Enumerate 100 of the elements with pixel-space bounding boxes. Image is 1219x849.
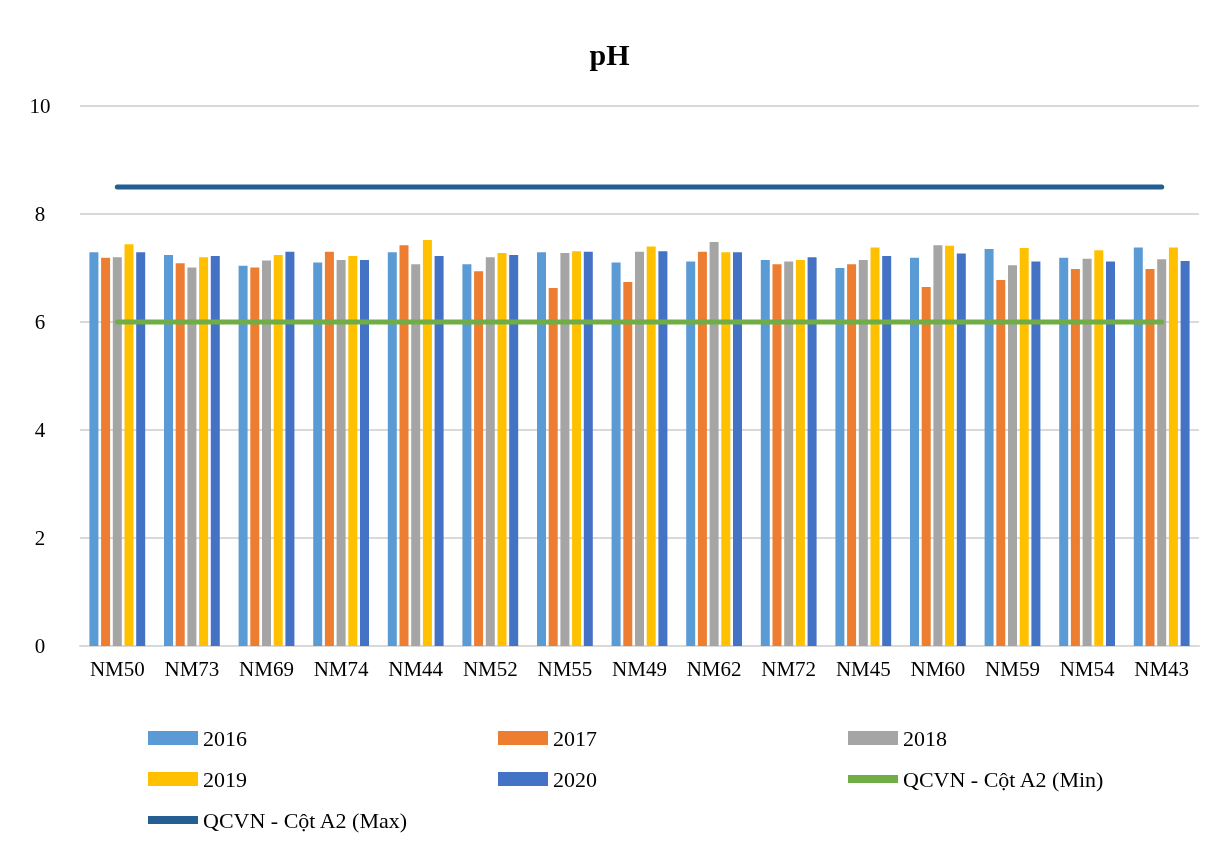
bar [548,287,558,646]
bar [623,282,633,646]
legend-label: QCVN - Cột A2 (Min) [903,766,1104,792]
bar [164,255,173,646]
bar [1059,257,1069,646]
bar [273,255,283,646]
bar [933,245,943,646]
bar [1106,261,1115,646]
y-tick-label: 6 [34,310,46,334]
bar [945,245,955,646]
legend-label: 2020 [553,766,597,792]
bar [611,262,621,646]
bar [1019,248,1029,646]
legend-label: 2017 [553,725,597,751]
bar [136,252,146,646]
bar [360,259,369,646]
bar [509,255,519,646]
bar [721,252,731,646]
x-tick-label: NM54 [1059,656,1116,681]
chart-title: pH [589,37,630,71]
bar [807,257,817,646]
bar [1031,261,1041,646]
bar [646,246,656,646]
bar [635,251,644,646]
bar [760,259,770,646]
bar [870,247,880,646]
bar [733,252,742,646]
bar [984,249,994,646]
legend-label: QCVN - Cột A2 (Max) [203,807,408,833]
bar [1133,247,1143,646]
bar [583,251,593,646]
bar [858,259,868,646]
x-tick-label: NM49 [612,656,667,681]
bar [313,262,323,646]
x-tick-label: NM60 [910,656,966,681]
x-tick-label: NM73 [164,656,220,681]
legend-label: 2018 [903,725,947,751]
x-tick-label: NM43 [1134,656,1190,681]
y-tick-label: 4 [34,418,46,442]
bar [474,271,484,646]
bar [784,261,794,646]
bar [537,252,546,646]
y-tick-label: 8 [34,202,46,226]
bar [1094,250,1104,646]
bar [658,251,668,646]
bar [956,253,966,646]
bar [199,257,209,646]
bar [422,239,432,646]
bar [1180,260,1190,646]
legend-label: 2019 [203,766,247,792]
x-tick-label: NM52 [462,656,518,681]
x-tick-label: NM50 [89,656,145,681]
x-tick-label: NM45 [835,656,891,681]
bar [572,251,582,646]
x-tick-label: NM55 [537,656,593,681]
bar [709,242,719,646]
bar [250,267,260,646]
x-tick-label: NM69 [239,656,294,681]
bar [1168,247,1178,646]
x-tick-label: NM72 [761,656,817,681]
bar [686,261,696,646]
bar [1070,269,1080,646]
bar [847,264,857,646]
bar [996,279,1006,646]
bar [1145,269,1155,646]
bar [795,259,805,646]
bar [697,251,707,646]
y-tick-label: 0 [34,634,46,658]
bar [772,264,782,646]
bar [101,257,111,646]
bar [560,252,570,646]
y-tick-label: 2 [34,526,46,550]
bar [89,252,99,646]
bar [485,257,495,646]
bar [112,257,122,646]
bar [462,264,472,646]
bar [882,256,892,646]
bar [262,260,271,646]
legend-label: 2016 [203,725,247,751]
x-tick-label: NM44 [388,656,444,681]
y-tick-label: 10 [29,94,51,118]
bar [399,245,409,646]
bar [187,267,197,646]
bar [411,264,421,646]
bar [336,259,346,646]
bar [285,251,295,646]
bar [1008,265,1017,646]
bar [210,256,220,646]
bar [835,268,845,646]
bar [387,252,397,646]
bar [1157,259,1167,646]
bar [124,244,134,646]
bar [1082,258,1092,646]
bar [910,257,919,646]
bar [324,251,334,646]
bar [348,256,358,646]
bar [175,263,185,646]
x-tick-label: NM62 [686,656,742,681]
bar [434,256,444,646]
bar [238,265,248,646]
